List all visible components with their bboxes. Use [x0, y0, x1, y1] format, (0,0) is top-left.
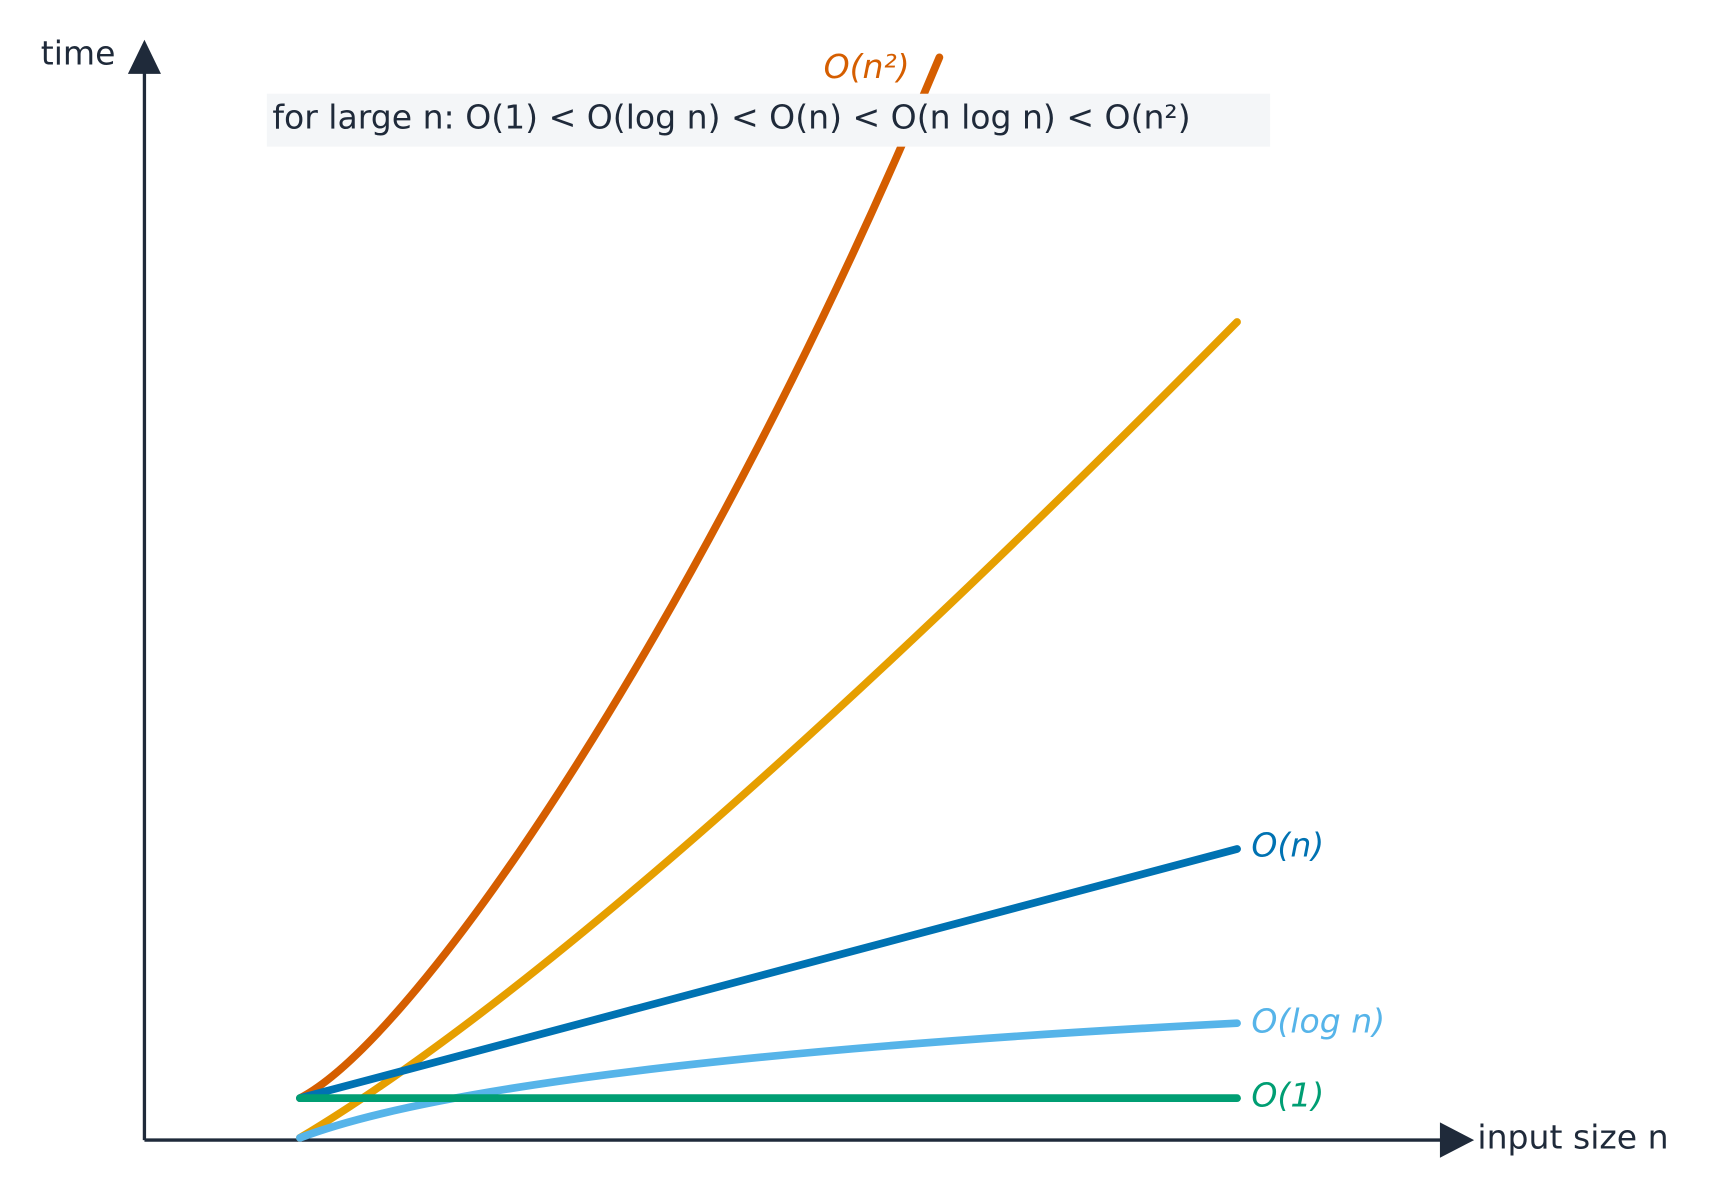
curve-n-squared [296, 53, 944, 1103]
curve-label: O(n²) [824, 47, 910, 86]
curve-label: O(1) [1251, 1076, 1324, 1115]
note-box [266, 93, 1271, 147]
note: for large n: O(1) < O(log n) < O(n) < O(… [272, 98, 1190, 137]
y-axis-arrow [127, 39, 161, 74]
curve-label: O(n) [1251, 825, 1324, 864]
y-axis-label: time [41, 34, 116, 73]
curve-log-n [296, 1019, 1241, 1142]
curve-n [296, 845, 1241, 1103]
curve-n-log-n [296, 318, 1241, 1142]
x-axis-arrow [1439, 1122, 1475, 1158]
curve-label: O(log n) [1251, 1002, 1385, 1041]
x-axis-label: input size n [1477, 1117, 1668, 1156]
